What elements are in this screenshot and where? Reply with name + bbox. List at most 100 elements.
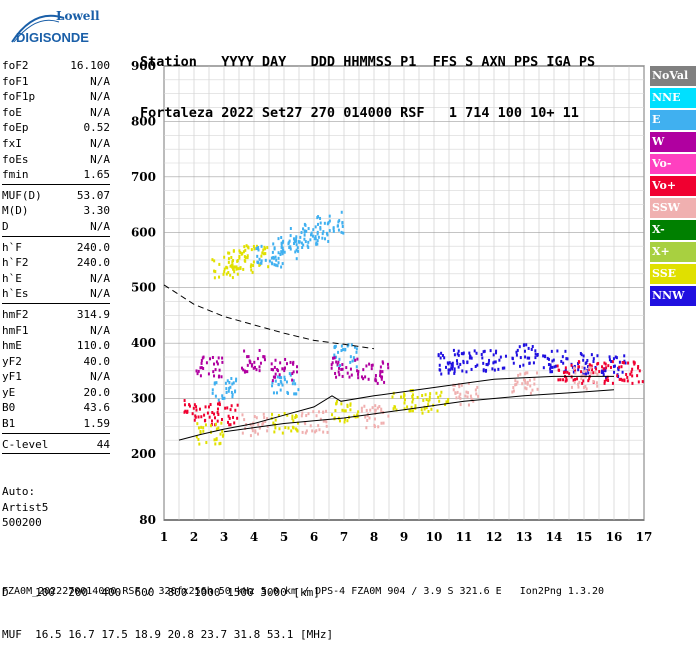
- data-point: [324, 419, 327, 423]
- data-point: [378, 404, 381, 408]
- data-point: [641, 380, 644, 384]
- data-point: [323, 221, 326, 225]
- station-header: Station YYYY DAY DDD HHMMSS P1 FFS S AXN…: [140, 20, 595, 139]
- y-tick-label: 300: [131, 392, 156, 406]
- data-point: [595, 367, 598, 371]
- data-point: [534, 349, 537, 353]
- data-point: [245, 244, 248, 248]
- data-point: [620, 365, 623, 369]
- data-point: [596, 384, 599, 388]
- legend-item: Vo-: [650, 154, 696, 174]
- data-point: [332, 227, 335, 231]
- data-point: [455, 359, 458, 363]
- data-point: [293, 239, 296, 243]
- data-point: [488, 358, 491, 362]
- data-point: [303, 233, 306, 237]
- x-tick-label: 15: [576, 530, 593, 544]
- data-point: [595, 381, 598, 385]
- param-name: yF1: [2, 370, 22, 384]
- data-point: [494, 360, 497, 364]
- data-point: [402, 395, 405, 399]
- data-point: [518, 345, 521, 349]
- param-name: hmF1: [2, 323, 29, 337]
- data-point: [528, 356, 531, 360]
- data-point: [226, 379, 229, 383]
- data-point: [196, 372, 199, 376]
- param-value: 44: [96, 437, 110, 451]
- data-point: [218, 403, 221, 407]
- data-point: [625, 372, 628, 376]
- data-point: [315, 414, 318, 418]
- data-point: [274, 255, 277, 259]
- y-tick-label: 700: [131, 170, 156, 184]
- data-point: [266, 429, 269, 433]
- data-point: [230, 404, 233, 408]
- data-point: [522, 363, 525, 367]
- param-name: yE: [2, 385, 16, 399]
- autoscaling-info: Auto: Artist5 500200: [2, 484, 48, 531]
- data-point: [524, 371, 527, 375]
- data-point: [519, 356, 522, 360]
- data-point: [278, 427, 281, 431]
- param-value: 20.0: [83, 385, 111, 399]
- data-point: [374, 377, 377, 381]
- param-name: MUF(D): [2, 188, 42, 202]
- data-point: [280, 235, 283, 239]
- data-point: [403, 401, 406, 405]
- data-point: [351, 359, 354, 363]
- data-point: [542, 354, 545, 358]
- data-point: [211, 391, 214, 395]
- data-point: [275, 391, 278, 395]
- data-point: [229, 408, 232, 412]
- data-point: [316, 239, 319, 243]
- data-point: [551, 370, 554, 374]
- data-point: [480, 352, 483, 356]
- data-point: [299, 235, 302, 239]
- data-point: [286, 390, 289, 394]
- data-point: [324, 237, 327, 241]
- legend-item: Vo+: [650, 176, 696, 196]
- data-point: [254, 429, 257, 433]
- data-point: [292, 362, 295, 366]
- data-point: [229, 264, 232, 268]
- data-point: [332, 229, 335, 233]
- data-point: [618, 360, 621, 364]
- data-point: [366, 414, 369, 418]
- data-point: [280, 376, 283, 380]
- data-point: [562, 378, 565, 382]
- x-tick-label: 11: [456, 530, 473, 544]
- data-point: [458, 385, 461, 389]
- param-group: C-level 44: [2, 437, 110, 455]
- data-point: [283, 378, 286, 382]
- data-point: [231, 382, 234, 386]
- data-point: [364, 375, 367, 379]
- data-point: [583, 366, 586, 370]
- data-point: [356, 369, 359, 373]
- data-point: [523, 349, 526, 353]
- data-point: [301, 430, 304, 434]
- data-point: [228, 386, 231, 390]
- data-point: [412, 397, 415, 401]
- data-point: [493, 360, 496, 364]
- data-point: [281, 241, 284, 245]
- data-point: [602, 370, 605, 374]
- data-point: [285, 380, 288, 384]
- data-point: [263, 358, 266, 362]
- data-point: [285, 362, 288, 366]
- data-point: [225, 265, 228, 269]
- data-point: [440, 351, 443, 355]
- param-name: foEs: [2, 152, 29, 166]
- distance-row: D 100 200 400 600 800 1000 1500 3000 [km…: [2, 586, 320, 599]
- data-point: [590, 368, 593, 372]
- data-point: [492, 361, 495, 365]
- data-point: [589, 363, 592, 367]
- data-point: [246, 363, 249, 367]
- data-point: [608, 355, 611, 359]
- data-point: [598, 370, 601, 374]
- data-point: [302, 243, 305, 247]
- auto-code: 500200: [2, 516, 42, 529]
- data-point: [601, 365, 604, 369]
- data-point: [276, 264, 279, 268]
- data-point: [590, 371, 593, 375]
- data-point: [271, 250, 274, 254]
